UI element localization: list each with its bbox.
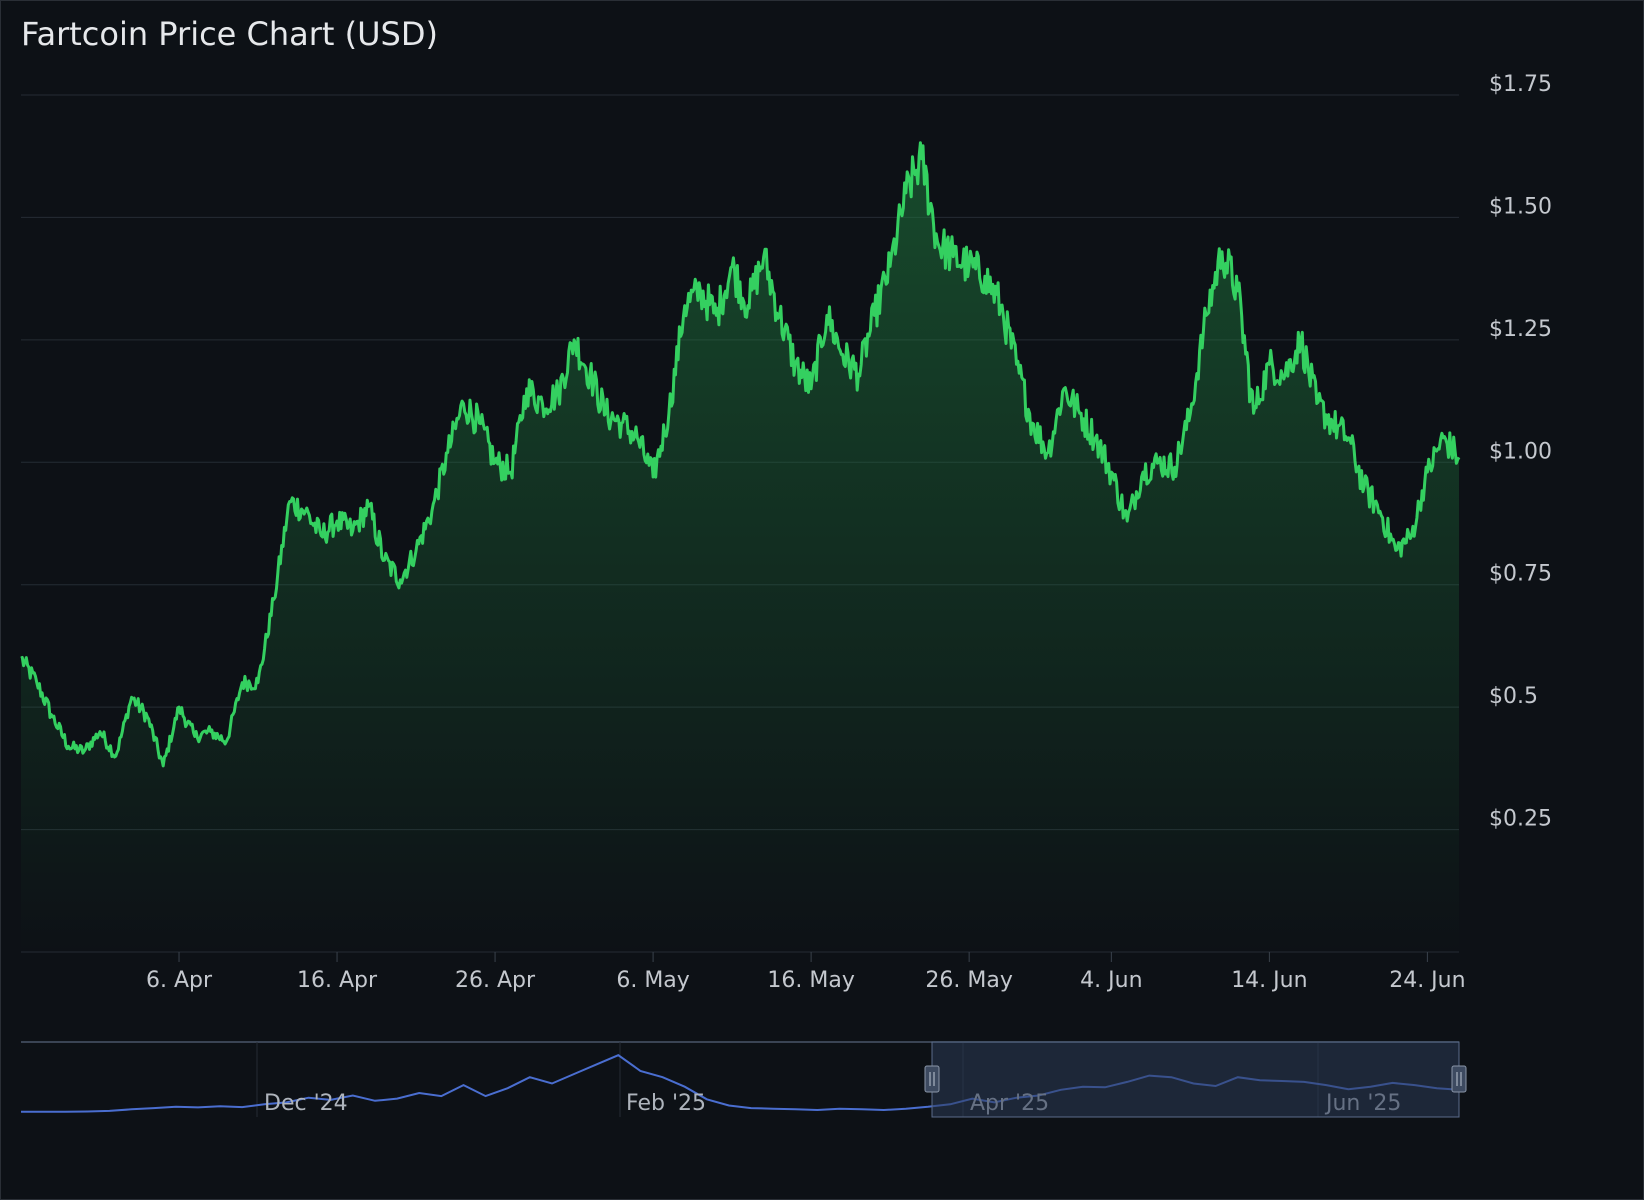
y-tick-label: $1.25 xyxy=(1489,317,1552,342)
x-tick-label: 26. May xyxy=(925,968,1012,993)
x-tick-label: 6. Apr xyxy=(146,968,213,993)
navigator-handle-left[interactable] xyxy=(924,1065,940,1093)
chart-title: Fartcoin Price Chart (USD) xyxy=(21,15,438,53)
price-area-fill xyxy=(21,142,1459,953)
x-tick-label: 16. Apr xyxy=(297,968,378,993)
navigator-label: Feb '25 xyxy=(626,1091,706,1116)
navigator-label: Dec '24 xyxy=(264,1091,348,1116)
navigator-handle-right[interactable] xyxy=(1451,1065,1467,1093)
x-tick-label: 26. Apr xyxy=(455,968,536,993)
price-line[interactable] xyxy=(20,141,1461,768)
navigator-selection[interactable] xyxy=(931,1041,1460,1118)
x-tick-label: 24. Jun xyxy=(1389,968,1465,993)
x-tick-label: 4. Jun xyxy=(1080,968,1142,993)
y-tick-label: $0.75 xyxy=(1489,562,1552,587)
x-tick-label: 16. May xyxy=(767,968,854,993)
x-tick-label: 14. Jun xyxy=(1231,968,1307,993)
x-tick-label: 6. May xyxy=(616,968,689,993)
y-tick-label: $0.25 xyxy=(1489,807,1552,832)
y-tick-label: $0.5 xyxy=(1489,684,1538,709)
y-tick-label: $1.50 xyxy=(1489,194,1552,219)
y-tick-label: $1.75 xyxy=(1489,72,1552,97)
y-tick-label: $1.00 xyxy=(1489,439,1552,464)
